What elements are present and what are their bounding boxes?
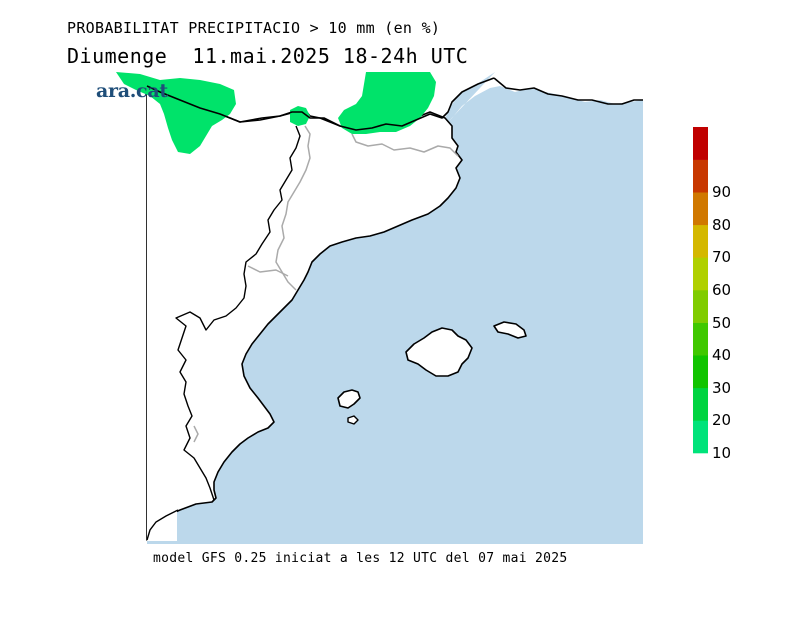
ara-cat-logo: ara.cat	[96, 80, 168, 102]
legend-swatch	[693, 192, 708, 226]
legend-label: 10	[712, 444, 732, 462]
map-subtitle: Diumenge 11.mai.2025 18-24h UTC	[67, 44, 469, 68]
france-spain-border	[146, 77, 495, 131]
legend-swatch	[693, 387, 708, 421]
valencia-border	[247, 265, 289, 277]
formentera-island	[347, 415, 359, 425]
internal-border	[175, 125, 301, 501]
legend-label: 30	[712, 378, 732, 397]
south-border	[193, 425, 199, 443]
precip-area-west	[116, 72, 236, 154]
ibiza-island	[337, 389, 361, 409]
legend-label: 90	[712, 183, 732, 202]
legend-swatch	[693, 224, 708, 258]
pyrenees-border	[351, 133, 459, 157]
mallorca-island	[405, 327, 473, 377]
west-land	[147, 86, 177, 541]
precip-area-andorra	[290, 106, 310, 126]
legend-label: 20	[712, 411, 732, 430]
legend-swatch	[693, 290, 708, 323]
menorca-island	[493, 321, 527, 339]
legend-color-bar	[693, 127, 708, 454]
legend-swatch	[693, 355, 708, 389]
map-title: PROBABILITAT PRECIPITACIO > 10 mm (en %)	[67, 19, 441, 37]
legend-label: 60	[712, 281, 732, 299]
precip-area-east	[338, 72, 436, 134]
legend-swatch	[693, 322, 708, 356]
legend-label: 70	[712, 248, 732, 267]
legend-label: 50	[712, 313, 732, 332]
legend-swatch	[693, 159, 708, 193]
model-info-footer: model GFS 0.25 iniciat a les 12 UTC del …	[153, 551, 568, 566]
catalonia-border	[275, 125, 311, 291]
legend-label: 80	[712, 215, 732, 234]
legend-swatch	[693, 127, 708, 160]
legend-swatch	[693, 257, 708, 291]
legend-swatch	[693, 420, 708, 454]
legend-label: 40	[712, 346, 732, 365]
